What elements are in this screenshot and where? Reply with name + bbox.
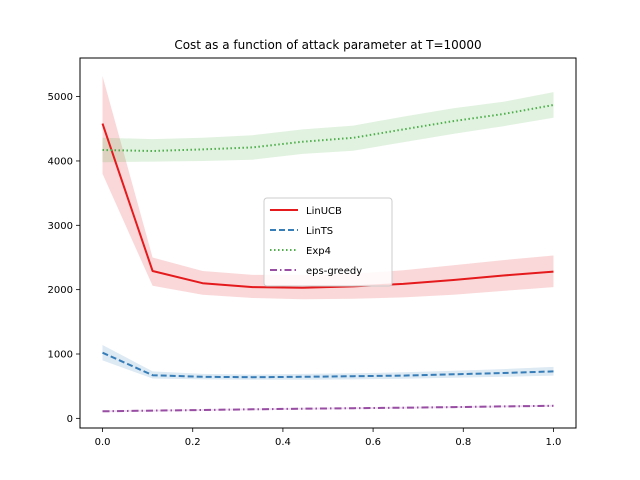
y-tick-label: 3000 [48,221,73,232]
x-tick-label: 0.6 [365,437,381,448]
x-tick-label: 0.4 [275,437,291,448]
x-tick-label: 1.0 [546,437,562,448]
band-exp4 [102,92,554,163]
y-axis-ticks: 0 1000 2000 3000 4000 5000 [48,92,80,425]
legend-box [263,197,393,287]
y-tick-label: 5000 [48,92,73,103]
band-linucb [102,76,554,300]
chart-title: Cost as a function of attack parameter a… [174,38,481,52]
plot-area-frame [79,57,577,429]
x-axis-ticks: 0.0 0.2 0.4 0.6 0.8 1.0 [95,428,562,448]
band-lints [102,345,554,380]
line-eps-greedy [102,404,554,413]
legend-label: Exp4 [306,246,331,257]
x-tick-label: 0.2 [185,437,201,448]
legend-label: LinUCB [306,206,342,217]
legend: LinUCB LinTS Exp4 eps-greedy [263,197,393,287]
line-lints [102,351,554,379]
legend-label: LinTS [306,226,333,237]
x-tick-label: 0.8 [455,437,471,448]
legend-label: eps-greedy [306,266,362,277]
series-lines [101,104,554,413]
line-linucb [101,123,554,289]
y-tick-label: 2000 [48,285,73,296]
y-tick-label: 1000 [48,350,73,361]
y-tick-label: 4000 [48,156,73,167]
y-tick-label: 0 [67,414,73,425]
x-tick-label: 0.0 [95,437,111,448]
